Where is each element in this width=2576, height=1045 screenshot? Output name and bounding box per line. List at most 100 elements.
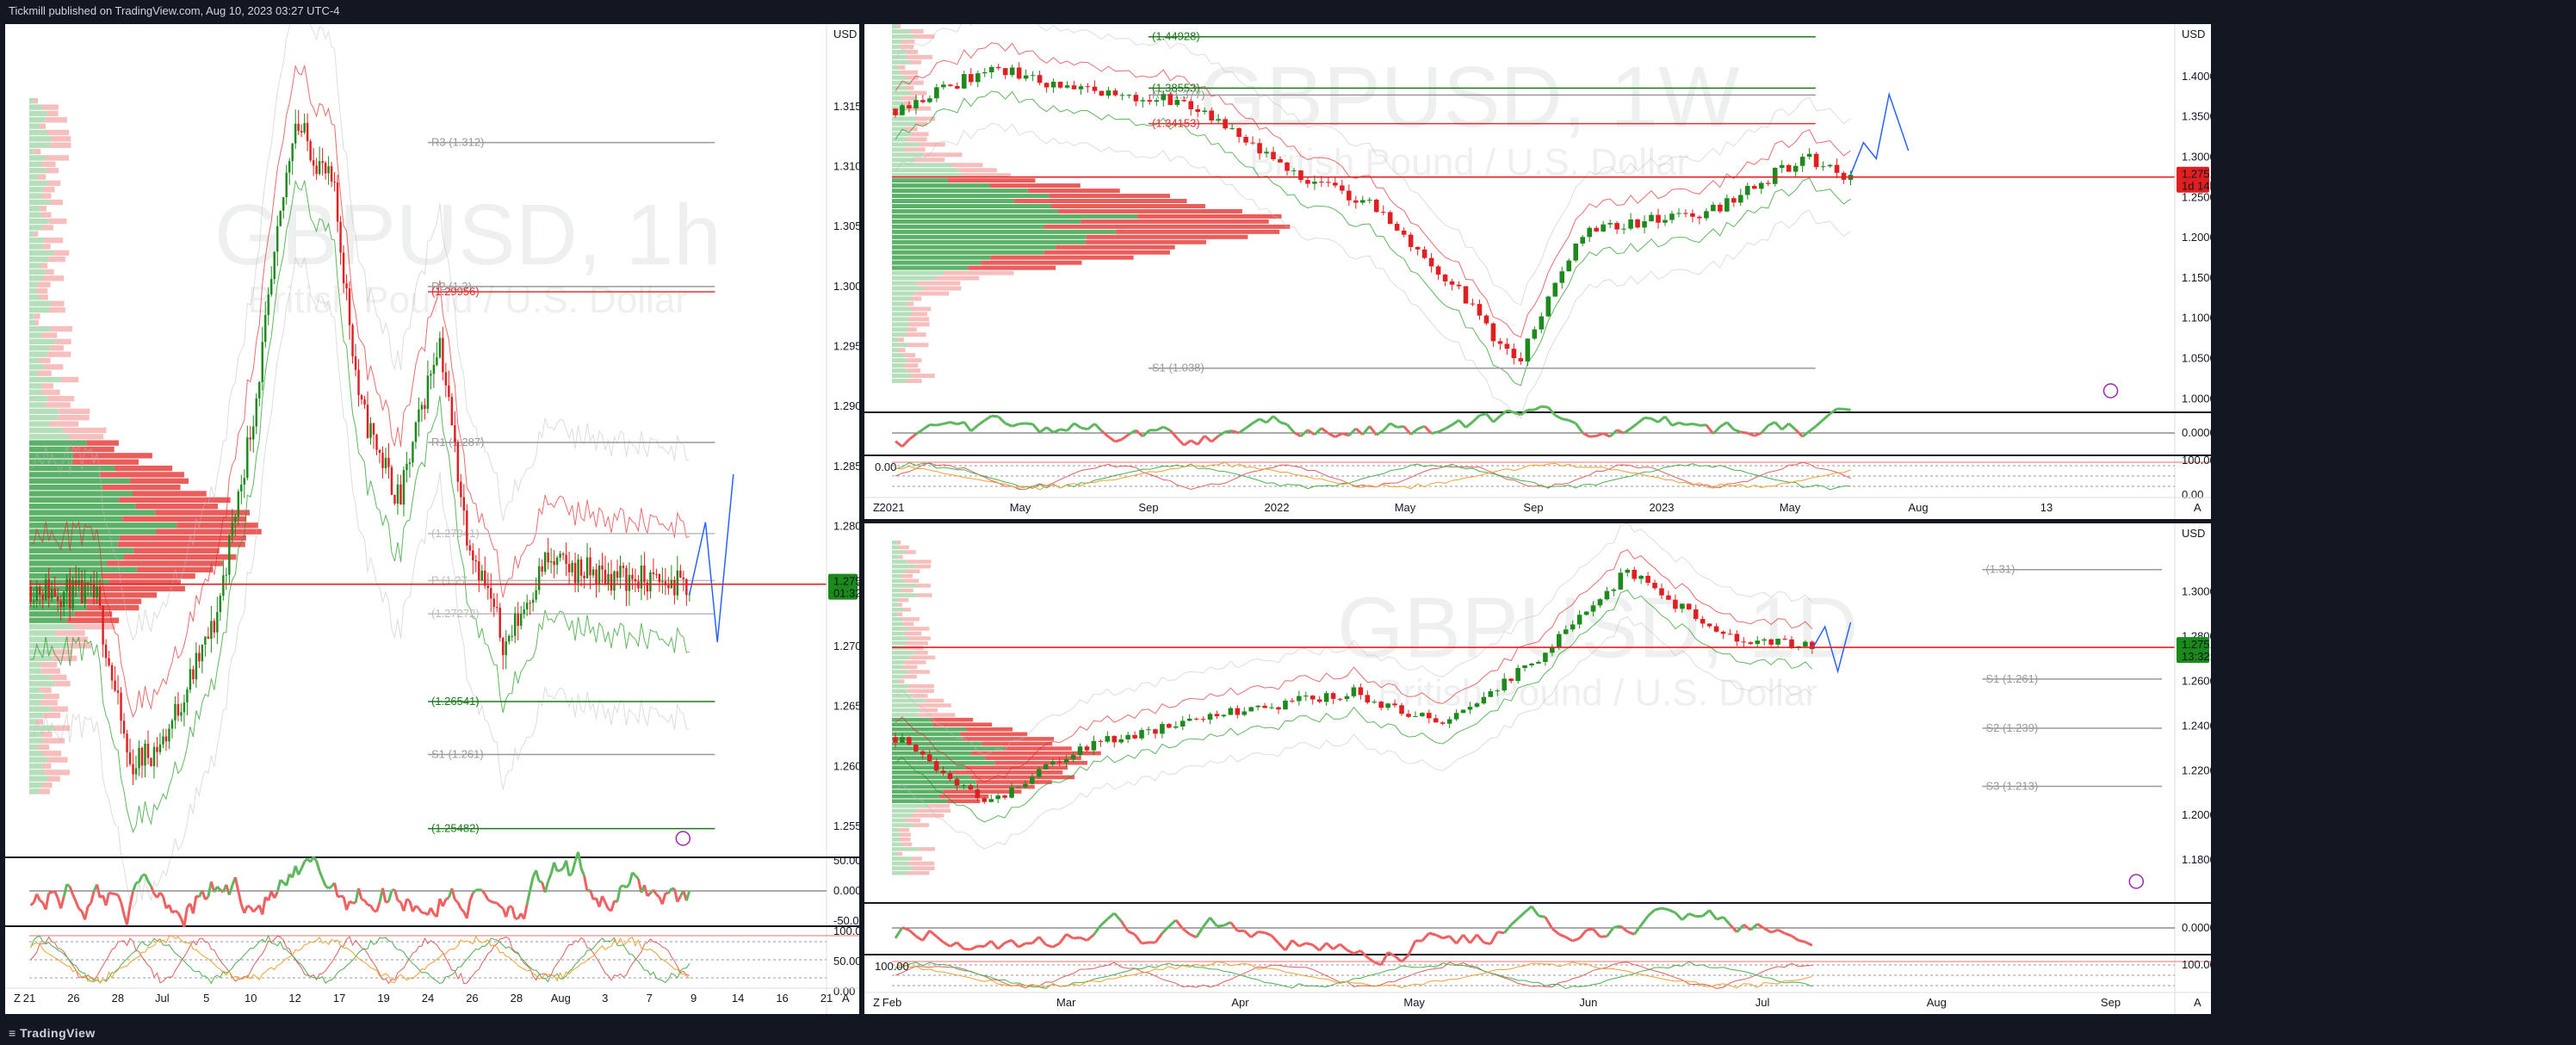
volume-profile-down-bar — [46, 167, 59, 174]
volume-profile-down-bar — [907, 636, 931, 640]
volume-profile-down-bar — [897, 337, 904, 343]
momentum-line-segment — [1305, 942, 1314, 947]
candle-body — [1216, 119, 1221, 121]
momentum-line-segment — [1320, 427, 1329, 435]
momentum-line-segment — [204, 895, 209, 901]
candle-body — [1373, 199, 1379, 213]
weekly-chart-panel[interactable]: GBPUSD, 1W British Pound / U.S. Dollar (1.… — [864, 24, 2211, 519]
momentum-line-segment — [652, 888, 658, 895]
candle-body — [315, 165, 318, 175]
volume-profile-down-bar — [34, 148, 41, 155]
volume-profile-up-bar — [29, 668, 42, 674]
candle-body — [156, 746, 158, 752]
candle-body — [1250, 142, 1255, 144]
volume-profile-up-bar — [892, 270, 944, 275]
candle-body — [1271, 151, 1276, 160]
candle-body — [1566, 260, 1572, 272]
volume-profile-down-bar — [133, 547, 220, 553]
volume-profile-down-bar — [58, 415, 90, 421]
candle-body — [408, 462, 412, 464]
volume-profile-down-bar — [897, 612, 903, 617]
candle-body — [288, 161, 291, 173]
candle-body — [1037, 769, 1042, 777]
momentum-line-segment — [144, 874, 150, 882]
momentum-line-segment — [1373, 961, 1382, 967]
zoom-toggle-icon: Z — [14, 992, 21, 1005]
volume-profile-down-bar — [45, 269, 54, 275]
momentum-line-segment — [74, 900, 81, 910]
volume-profile-down-bar — [906, 75, 919, 80]
volume-profile-up-bar — [29, 712, 44, 719]
tradingview-logo[interactable]: ≡ TradingView — [9, 1026, 96, 1040]
momentum-line-segment — [1471, 414, 1481, 424]
candle-body — [1687, 603, 1692, 609]
momentum-line-segment — [1328, 432, 1336, 438]
volume-profile-down-bar — [914, 650, 928, 655]
price-tick-label: 1.26000 — [2182, 674, 2211, 687]
events-lightning-icon — [2128, 874, 2145, 889]
momentum-line-segment — [997, 942, 1006, 950]
momentum-line-segment — [1708, 909, 1718, 920]
candle-body — [77, 579, 80, 586]
momentum-line-segment — [583, 875, 589, 892]
candle-body — [1810, 641, 1815, 649]
momentum-line-segment — [1332, 943, 1341, 950]
volume-profile-down-bar — [901, 665, 918, 670]
volume-profile-up-bar — [29, 434, 69, 440]
candle-body — [1786, 164, 1792, 172]
volume-profile-up-bar — [892, 374, 913, 379]
symbol-watermark: GBPUSD, 1h — [214, 187, 721, 283]
momentum-line-segment — [1538, 914, 1546, 918]
volume-profile-down-bar — [46, 351, 71, 357]
time-tick-label: Jun — [1579, 996, 1597, 1009]
candle-body — [571, 562, 573, 572]
momentum-line-segment — [943, 420, 951, 425]
volume-profile-up-bar — [892, 322, 910, 327]
candle-body — [1195, 108, 1200, 112]
volume-profile-up-bar — [892, 317, 908, 322]
candle-body — [1741, 641, 1747, 643]
candle-body — [907, 105, 912, 108]
volume-profile-down-bar — [46, 129, 70, 136]
volume-profile-up-bar — [892, 54, 907, 59]
volume-profile-up-bar — [29, 541, 118, 547]
momentum-line-segment — [969, 944, 978, 951]
momentum-line-segment — [51, 889, 56, 894]
momentum-line-segment — [1492, 415, 1502, 424]
volume-profile-down-bar — [912, 374, 935, 379]
candle-body — [955, 85, 960, 89]
candle-body — [1467, 707, 1473, 710]
momentum-line-segment — [35, 893, 41, 901]
volume-profile-up-bar — [892, 694, 913, 698]
time-tick-label: Sep — [2101, 996, 2121, 1009]
momentum-line-segment — [505, 906, 511, 918]
candle-body — [1841, 172, 1847, 180]
time-tick-label: 5 — [203, 992, 209, 1005]
momentum-line-segment — [435, 898, 442, 918]
last-price-tag — [828, 573, 858, 600]
candle-body — [210, 621, 213, 640]
volume-profile-up-bar — [892, 784, 979, 789]
currency-label: USD — [833, 28, 857, 40]
candle-body — [1380, 212, 1386, 213]
momentum-line-segment — [168, 904, 174, 913]
candle-body — [285, 172, 288, 198]
volume-profile-down-bar — [108, 579, 181, 585]
daily-chart-panel[interactable]: GBPUSD, 1D British Pound / U.S. Dollar (1.… — [864, 523, 2211, 1014]
pivot-level-label: R2 (1.3) — [431, 280, 472, 293]
main-chart-panel[interactable]: GBPUSD, 1h British Pound / U.S. Dollar R3 … — [5, 24, 859, 1014]
momentum-line-segment — [610, 900, 616, 912]
candle-body — [1193, 718, 1199, 720]
candle-body — [1428, 257, 1434, 267]
volume-profile-down-bar — [975, 780, 1052, 784]
candle-body — [988, 799, 994, 802]
momentum-line-segment — [625, 883, 631, 889]
volume-profile-down-bar — [907, 368, 920, 374]
candle-body — [1659, 588, 1664, 596]
pivot-level-label: (1.26541) — [431, 695, 480, 708]
volume-profile-down-bar — [902, 617, 920, 621]
momentum-line-segment — [1733, 428, 1742, 434]
